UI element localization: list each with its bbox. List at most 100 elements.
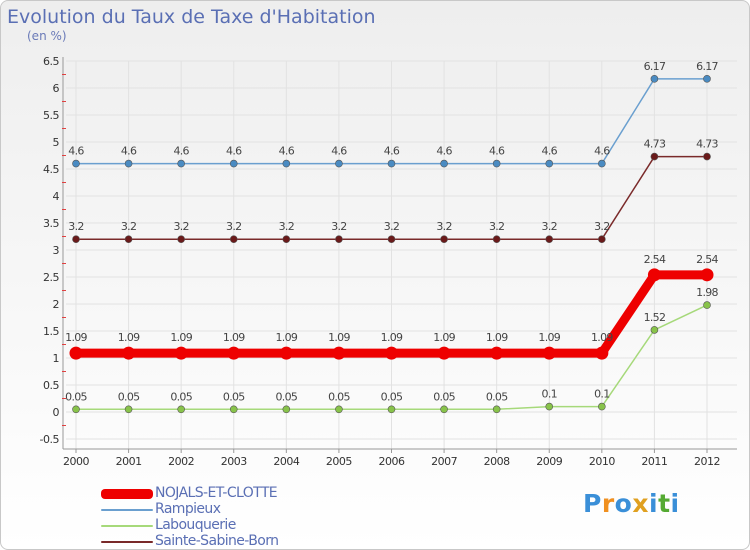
data-point	[229, 405, 238, 414]
data-label: 1.09	[170, 331, 192, 344]
x-tick-label: 2009	[536, 455, 562, 468]
data-point	[72, 159, 80, 168]
data-point	[72, 235, 80, 243]
data-label: 3.2	[489, 220, 504, 233]
data-point	[124, 405, 133, 414]
data-point	[595, 346, 609, 360]
data-label: 4.73	[644, 138, 666, 151]
data-label: 1.09	[486, 331, 508, 344]
data-label: 3.2	[68, 220, 83, 233]
data-point	[177, 235, 185, 243]
legend-label-nojals: NOJALS-ET-CLOTTE	[155, 485, 278, 501]
data-point	[282, 405, 291, 414]
data-point	[598, 159, 606, 168]
data-point	[647, 268, 661, 282]
data-point	[490, 346, 504, 360]
data-label: 0.05	[381, 390, 403, 403]
data-point	[124, 159, 133, 168]
logo-letter: P	[583, 489, 602, 518]
data-point	[124, 235, 133, 243]
data-label: 0.05	[118, 390, 140, 403]
data-point	[492, 235, 501, 243]
data-label: 0.05	[433, 390, 455, 403]
data-label: 4.6	[331, 145, 347, 158]
data-label: 4.6	[594, 145, 610, 158]
data-label: 0.05	[486, 390, 508, 403]
data-point	[69, 346, 83, 360]
data-point	[72, 405, 80, 414]
data-label: 0.05	[223, 390, 245, 403]
data-label: 4.6	[68, 145, 84, 158]
data-label: 1.98	[696, 286, 718, 299]
logo-letter: i	[670, 489, 680, 518]
data-label: 4.6	[121, 145, 137, 158]
data-point	[703, 75, 711, 83]
y-tick-label: 3	[53, 244, 60, 257]
y-tick-label: 0	[53, 406, 60, 419]
y-tick-label: 5.5	[43, 109, 59, 122]
data-label: 2.54	[644, 253, 666, 266]
proxiti-logo: Proxiti	[583, 489, 680, 518]
data-point	[650, 152, 659, 161]
data-point	[282, 235, 291, 243]
data-point	[335, 159, 343, 168]
legend-swatch-rampieux	[101, 509, 153, 511]
data-point	[387, 405, 396, 414]
data-label: 4.6	[384, 145, 400, 158]
y-tick-label: 1	[53, 352, 60, 365]
data-point	[335, 405, 343, 414]
data-label: 1.09	[223, 331, 245, 344]
data-point	[545, 235, 554, 243]
data-label: 2.54	[696, 253, 718, 266]
data-label: 3.2	[121, 220, 136, 233]
x-tick-label: 2007	[431, 455, 457, 468]
logo-letter: t	[658, 489, 671, 518]
y-tick-label: 2.5	[43, 271, 59, 284]
data-point	[492, 159, 501, 168]
x-tick-label: 2000	[63, 455, 89, 468]
data-label: 4.6	[542, 145, 558, 158]
data-point	[229, 235, 238, 243]
data-label: 0.05	[65, 390, 87, 403]
chart-unit-label: (en %)	[27, 29, 67, 43]
y-tick-label: 0.5	[43, 379, 59, 392]
y-tick-label: 4	[53, 190, 60, 203]
data-label: 0.05	[275, 390, 297, 403]
legend-label-rampieux: Rampieux	[155, 501, 221, 517]
legend-label-sainte-sabine-born: Sainte-Sabine-Born	[155, 533, 279, 549]
data-label: 3.2	[279, 220, 294, 233]
data-label: 0.05	[328, 390, 350, 403]
data-label: 3.2	[542, 220, 557, 233]
x-tick-label: 2002	[168, 455, 194, 468]
x-tick-label: 2004	[273, 455, 299, 468]
data-point	[650, 326, 659, 334]
data-point	[282, 159, 291, 168]
data-point	[492, 405, 501, 414]
data-point	[335, 235, 343, 243]
data-point	[440, 405, 448, 414]
data-point	[437, 346, 451, 360]
data-label: 1.09	[591, 331, 613, 344]
x-tick-label: 2001	[116, 455, 142, 468]
data-point	[174, 346, 188, 360]
legend-label-labouquerie: Labouquerie	[155, 517, 236, 533]
data-point	[542, 346, 556, 360]
data-label: 1.52	[644, 311, 666, 324]
legend-swatch-labouquerie	[101, 525, 153, 527]
data-label: 1.09	[433, 331, 455, 344]
logo-letter: x	[632, 489, 649, 518]
data-point	[227, 346, 241, 360]
y-tick-label: 6.5	[43, 55, 59, 68]
data-label: 1.09	[328, 331, 350, 344]
data-label: 3.2	[173, 220, 188, 233]
x-tick-label: 2011	[641, 455, 667, 468]
data-point	[545, 402, 554, 411]
data-point	[122, 346, 136, 360]
data-label: 6.17	[644, 60, 666, 73]
data-label: 3.2	[331, 220, 346, 233]
data-point	[598, 235, 606, 243]
data-label: 4.73	[696, 138, 718, 151]
data-label: 1.09	[65, 331, 87, 344]
